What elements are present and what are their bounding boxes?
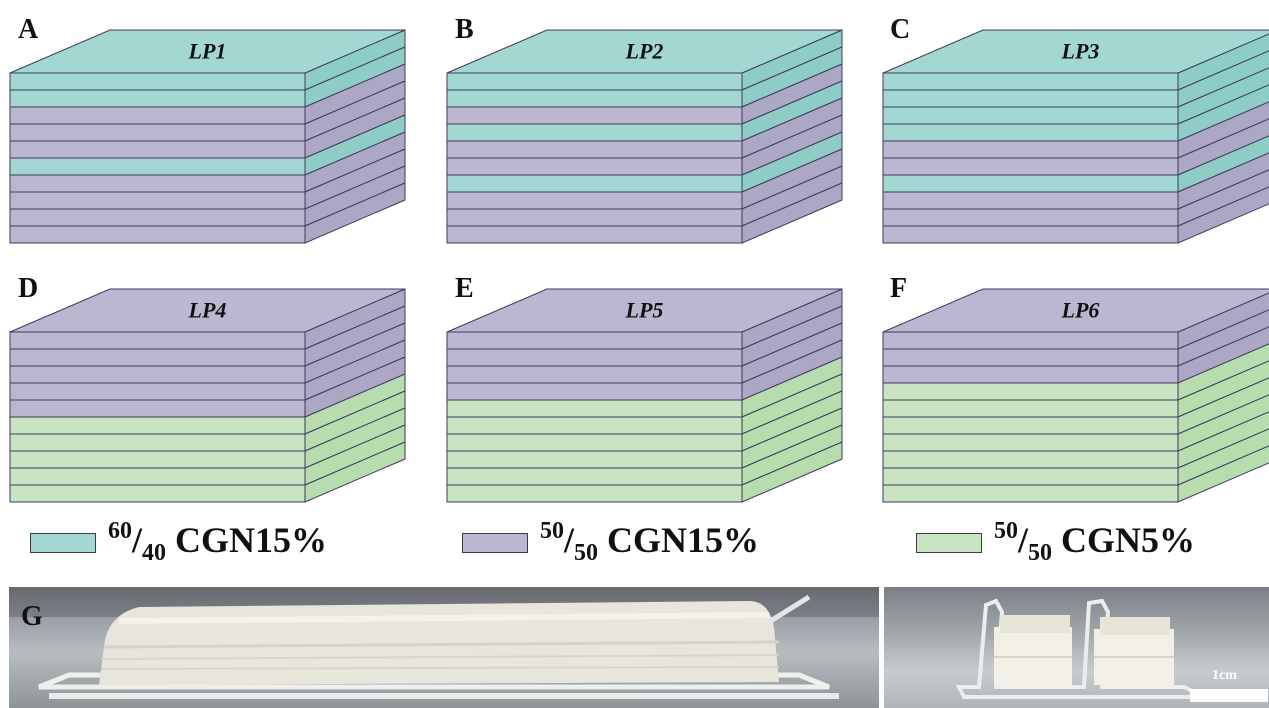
layer-front-face [10, 332, 305, 349]
block-label: LP1 [188, 39, 227, 64]
layer-front-face [10, 434, 305, 451]
layer-front-face [883, 192, 1178, 209]
scale-bar [1190, 689, 1268, 702]
layer-front-face [10, 209, 305, 226]
layer-front-face [10, 366, 305, 383]
layer-front-face [883, 332, 1178, 349]
layer-front-face [447, 141, 742, 158]
layer-front-face [447, 73, 742, 90]
layer-front-face [883, 349, 1178, 366]
block-label: LP6 [1061, 298, 1100, 323]
layer-front-face [883, 90, 1178, 107]
layer-front-face [883, 158, 1178, 175]
panel-letter-e: E [455, 273, 474, 305]
layer-front-face [447, 226, 742, 243]
layer-front-face [883, 124, 1178, 141]
layer-front-face [883, 434, 1178, 451]
layer-front-face [447, 175, 742, 192]
block-label: LP4 [188, 298, 227, 323]
layer-front-face [10, 158, 305, 175]
layer-front-face [10, 107, 305, 124]
panel-letter-c: C [890, 14, 910, 46]
legend-item-green: 50/50 CGN5% [916, 518, 1195, 567]
panel-letter-a: A [18, 14, 38, 46]
legend-item-teal: 60/40 CGN15% [30, 518, 327, 567]
layer-front-face [883, 485, 1178, 502]
legend-text: 60/40 CGN15% [108, 518, 327, 567]
layer-front-face [10, 90, 305, 107]
layer-front-face [10, 73, 305, 90]
legend-swatch-teal [30, 533, 96, 553]
layer-front-face [447, 349, 742, 366]
layer-front-face [883, 209, 1178, 226]
layer-front-face [883, 383, 1178, 400]
layer-front-face [447, 209, 742, 226]
legend-text: 50/50 CGN15% [540, 518, 759, 567]
layer-front-face [447, 383, 742, 400]
photo-printed-scaffold-side: G [9, 587, 879, 708]
block-label: LP5 [625, 298, 664, 323]
layer-front-face [447, 434, 742, 451]
legend-text: 50/50 CGN5% [994, 518, 1195, 567]
panel-letter-d: D [18, 273, 38, 305]
panel-letter-b: B [455, 14, 474, 46]
block-label: LP3 [1061, 39, 1100, 64]
layer-front-face [883, 400, 1178, 417]
layer-front-face [447, 417, 742, 434]
layer-front-face [10, 400, 305, 417]
layer-front-face [447, 400, 742, 417]
layer-front-face [10, 468, 305, 485]
panel-letter-g: G [21, 601, 43, 633]
layer-front-face [883, 366, 1178, 383]
legend-swatch-green [916, 533, 982, 553]
layer-front-face [10, 485, 305, 502]
layer-front-face [10, 192, 305, 209]
layer-front-face [447, 366, 742, 383]
layer-front-face [883, 226, 1178, 243]
layer-front-face [10, 417, 305, 434]
legend-swatch-purple [462, 533, 528, 553]
layer-front-face [10, 141, 305, 158]
layer-front-face [883, 417, 1178, 434]
layer-front-face [447, 332, 742, 349]
layer-front-face [10, 175, 305, 192]
layer-front-face [883, 175, 1178, 192]
layer-front-face [883, 107, 1178, 124]
layer-front-face [10, 226, 305, 243]
layer-front-face [447, 124, 742, 141]
layer-front-face [883, 141, 1178, 158]
layer-front-face [883, 468, 1178, 485]
layer-front-face [10, 349, 305, 366]
block-label: LP2 [625, 39, 664, 64]
layer-front-face [447, 451, 742, 468]
layer-front-face [10, 383, 305, 400]
legend-item-purple: 50/50 CGN15% [462, 518, 759, 567]
layer-front-face [447, 468, 742, 485]
layer-front-face [883, 451, 1178, 468]
layer-front-face [883, 73, 1178, 90]
panel-letter-f: F [890, 273, 907, 305]
layer-front-face [447, 107, 742, 124]
layer-front-face [447, 192, 742, 209]
layer-front-face [447, 90, 742, 107]
scale-bar-label: 1cm [1212, 668, 1237, 684]
layer-front-face [10, 124, 305, 141]
layer-front-face [447, 158, 742, 175]
layer-front-face [10, 451, 305, 468]
layer-front-face [447, 485, 742, 502]
scaffold-image [9, 587, 879, 708]
